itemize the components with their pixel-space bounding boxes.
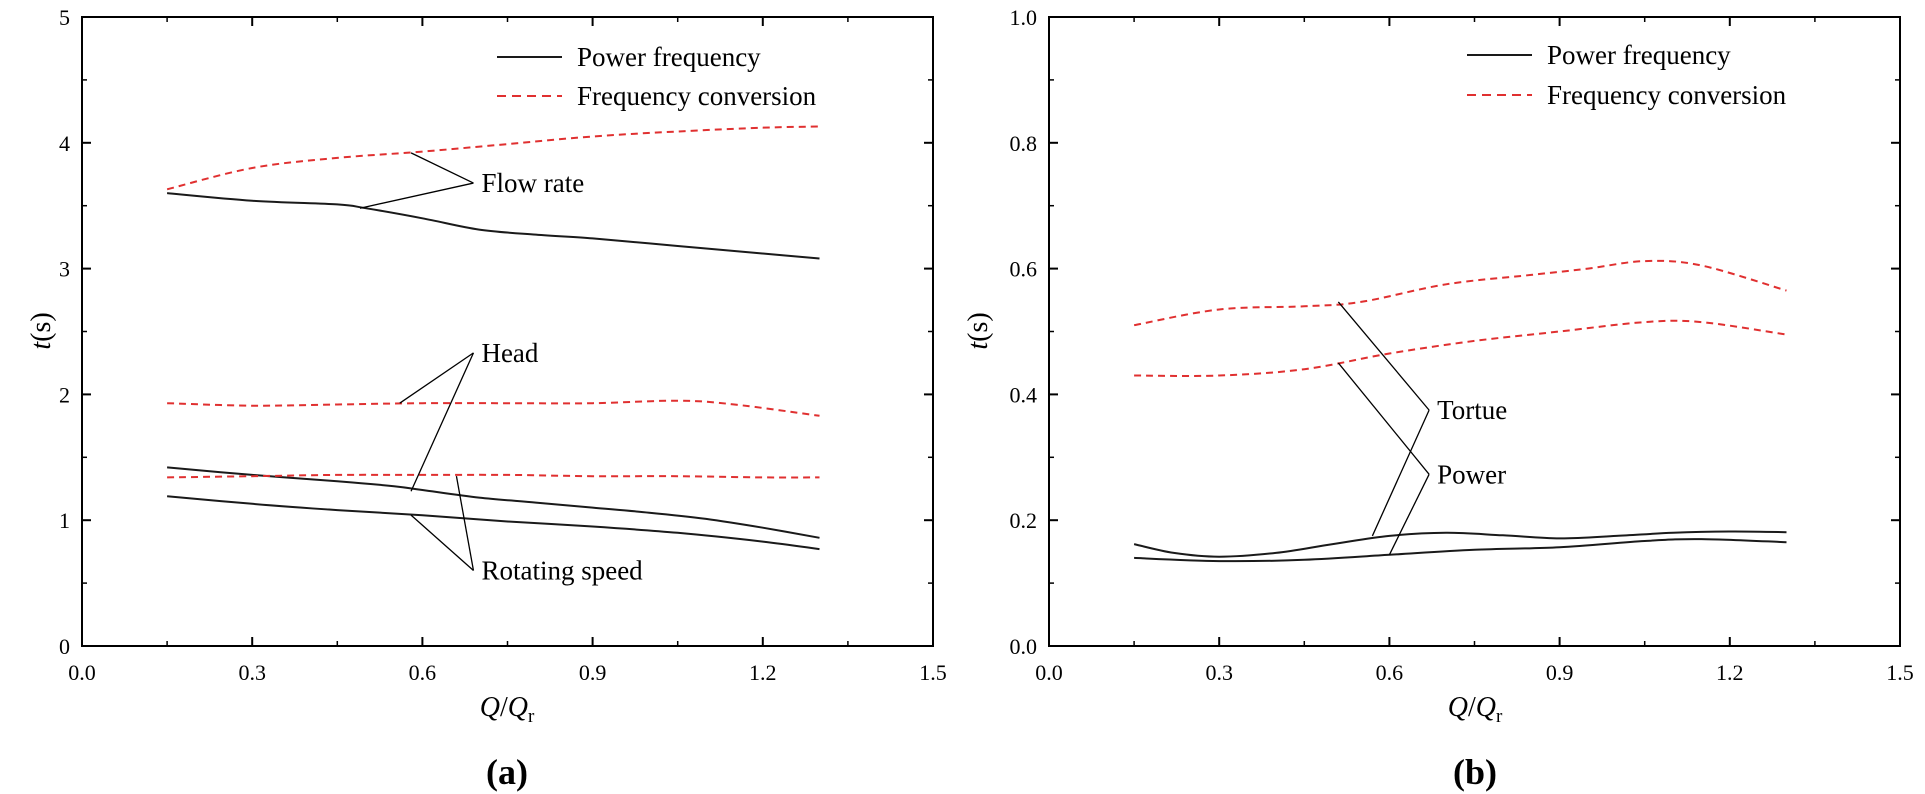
annotation-power: Power — [1437, 459, 1506, 489]
panel-label: (a) — [486, 752, 528, 792]
series-layer — [166, 125, 820, 551]
legend-label-frequency-conversion: Frequency conversion — [577, 81, 817, 111]
series-layer — [1133, 259, 1787, 563]
series-tortue-power-frequency — [1133, 530, 1787, 558]
y-tick-label: 1 — [59, 508, 70, 533]
y-axis-title: t(s) — [963, 312, 994, 349]
series-head-frequency-conversion — [167, 399, 820, 417]
y-tick-label: 0.6 — [1010, 257, 1038, 282]
annotation-layer: Tortue Power — [1337, 301, 1507, 556]
legend-label-frequency-conversion: Frequency conversion — [1547, 80, 1787, 110]
series-rotating-speed-power-frequency — [167, 495, 820, 551]
x-tick-label: 0.9 — [579, 660, 607, 685]
annotation-leader-line — [359, 182, 474, 209]
annotation-leader-line — [410, 152, 474, 184]
annotation-leader-line — [455, 476, 475, 571]
series-rotating-speed-frequency-conversion — [167, 473, 820, 479]
x-tick-label: 0.9 — [1546, 660, 1574, 685]
annotation-leader-line — [410, 352, 475, 492]
y-tick-label: 1.0 — [1010, 5, 1038, 30]
x-tick-label: 1.5 — [1886, 660, 1914, 685]
annotation-leader-line — [410, 514, 474, 572]
legend-label-power-frequency: Power frequency — [577, 42, 761, 72]
annotation-head: Head — [481, 338, 538, 368]
y-tick-label: 2 — [59, 382, 70, 407]
x-axis-title: Q/Qr — [1448, 692, 1503, 727]
annotation-flow-rate: Flow rate — [481, 168, 584, 198]
plot-frame — [81, 16, 934, 647]
x-tick-label: 0.6 — [1376, 660, 1404, 685]
series-power-frequency-conversion — [1134, 319, 1787, 377]
axis-ticks: 0.0 0.3 0.6 0.9 1.2 1.5 0 1 2 3 4 5 — [59, 5, 947, 685]
legend-label-power-frequency: Power frequency — [1547, 40, 1731, 70]
x-tick-label: 0.3 — [238, 660, 266, 685]
panel-a: 0.0 0.3 0.6 0.9 1.2 1.5 0 1 2 3 4 5 Flow rate Head Ro… — [26, 5, 947, 792]
series-tortue-frequency-conversion — [1133, 259, 1787, 327]
annotation-leader-line — [399, 352, 474, 404]
y-axis-title: t(s) — [26, 312, 57, 349]
y-tick-label: 0 — [59, 634, 70, 659]
legend: Power frequency Frequency conversion — [1467, 40, 1787, 110]
y-tick-label: 0.0 — [1010, 634, 1038, 659]
x-axis-title: Q/Qr — [480, 692, 535, 727]
axis-ticks: 0.0 0.3 0.6 0.9 1.2 1.5 0.0 0.2 0.4 0.6 0.8 1.0 — [1010, 5, 1914, 685]
x-tick-label: 1.5 — [919, 660, 947, 685]
y-tick-label: 5 — [59, 5, 70, 30]
panel-label: (b) — [1453, 752, 1497, 792]
x-tick-label: 0.0 — [1035, 660, 1063, 685]
series-flow-rate-power-frequency — [167, 192, 820, 260]
x-tick-label: 0.6 — [409, 660, 437, 685]
annotation-layer: Flow rate Head Rotating speed — [359, 152, 643, 586]
x-tick-label: 1.2 — [749, 660, 777, 685]
x-tick-label: 0.3 — [1205, 660, 1233, 685]
annotation-leader-line — [1337, 362, 1430, 475]
annotation-rotating-speed: Rotating speed — [481, 556, 643, 586]
series-power-power-frequency — [1134, 538, 1787, 563]
x-tick-label: 0.0 — [68, 660, 96, 685]
legend: Power frequency Frequency conversion — [497, 42, 817, 111]
annotation-leader-line — [1388, 473, 1430, 556]
y-tick-label: 0.2 — [1010, 508, 1038, 533]
series-flow-rate-frequency-conversion — [166, 125, 820, 191]
annotation-leader-line — [1371, 409, 1430, 537]
x-tick-label: 1.2 — [1716, 660, 1744, 685]
annotation-tortue: Tortue — [1437, 395, 1507, 425]
y-tick-label: 3 — [59, 257, 70, 282]
y-tick-label: 0.8 — [1010, 131, 1038, 156]
series-head-power-frequency — [167, 466, 820, 539]
y-tick-label: 4 — [59, 131, 70, 156]
y-tick-label: 0.4 — [1010, 382, 1038, 407]
panel-b: 0.0 0.3 0.6 0.9 1.2 1.5 0.0 0.2 0.4 0.6 0.8 1.0 Tor… — [963, 5, 1914, 792]
annotation-leader-line — [1337, 301, 1430, 411]
